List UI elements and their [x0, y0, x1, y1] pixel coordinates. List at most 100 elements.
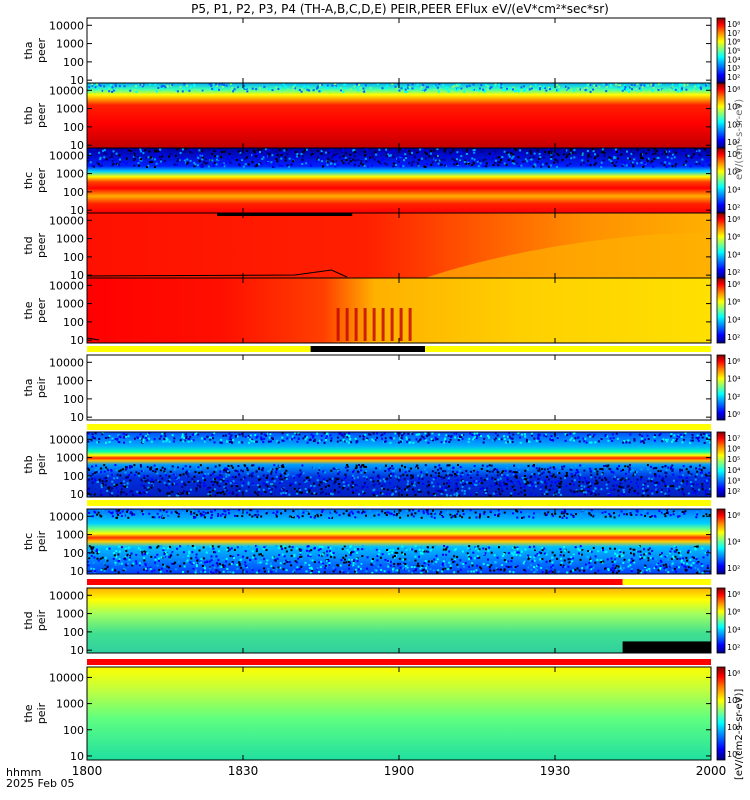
speckle — [634, 163, 637, 166]
speckle — [674, 165, 677, 168]
speckle — [183, 83, 186, 86]
speckle — [142, 439, 145, 441]
speckle — [557, 89, 560, 92]
speckle — [643, 556, 646, 559]
speckle — [514, 149, 517, 152]
speckle — [121, 546, 123, 549]
speckle — [210, 555, 213, 558]
speckle — [588, 433, 591, 436]
speckle — [125, 466, 128, 469]
speckle — [348, 432, 351, 435]
speckle — [307, 545, 310, 548]
speckle — [389, 482, 391, 485]
speckle — [555, 160, 558, 163]
speckle — [466, 149, 469, 152]
speckle — [238, 564, 241, 567]
speckle — [448, 441, 451, 443]
speckle — [440, 492, 443, 495]
speckle — [456, 88, 459, 91]
speckle — [96, 552, 99, 555]
speckle — [230, 464, 233, 467]
speckle — [165, 437, 168, 440]
speckle — [541, 558, 544, 560]
speckle — [392, 514, 395, 516]
speckle — [334, 165, 337, 168]
speckle — [493, 562, 496, 564]
speckle — [357, 159, 360, 161]
speckle — [209, 550, 212, 553]
speckle — [416, 564, 419, 567]
speckle — [621, 551, 624, 554]
speckle — [662, 511, 665, 514]
speckle — [520, 164, 523, 167]
speckle — [218, 83, 221, 86]
speckle — [123, 483, 126, 486]
speckle — [225, 557, 228, 560]
speckle — [659, 567, 662, 569]
speckle — [651, 160, 654, 163]
speckle — [669, 152, 671, 155]
speckle — [563, 515, 566, 517]
speckle — [208, 157, 211, 160]
speckle — [593, 433, 596, 436]
speckle — [202, 477, 204, 480]
speckle — [525, 440, 528, 443]
speckle — [340, 148, 343, 151]
speckle — [350, 441, 353, 444]
speckle — [154, 468, 157, 471]
speckle — [227, 509, 230, 512]
speckle — [594, 153, 596, 156]
speckle — [169, 153, 172, 156]
speckle — [109, 155, 111, 158]
speckle — [633, 438, 636, 441]
speckle — [657, 83, 660, 86]
speckle — [701, 474, 704, 477]
speckle — [498, 513, 501, 515]
speckle — [556, 89, 558, 92]
speckle — [617, 478, 620, 481]
speckle — [314, 515, 317, 518]
speckle — [580, 88, 583, 91]
speckle — [214, 155, 217, 158]
speckle — [417, 564, 420, 567]
speckle — [682, 152, 684, 155]
speckle — [387, 468, 390, 470]
speckle — [299, 473, 302, 476]
speckle — [183, 87, 186, 89]
speckle — [624, 161, 627, 164]
speckle — [257, 148, 260, 151]
speckle — [396, 513, 398, 515]
speckle — [401, 489, 404, 492]
speckle — [321, 553, 324, 556]
speckle — [116, 162, 118, 165]
speckle — [97, 470, 100, 473]
speckle — [251, 464, 254, 467]
speckle — [133, 513, 136, 516]
speckle — [685, 468, 688, 471]
speckle — [642, 150, 645, 153]
y-tick-label: 1000 — [56, 452, 84, 465]
speckle — [324, 485, 327, 488]
speckle — [159, 149, 162, 152]
speckle — [352, 474, 355, 477]
speckle — [586, 487, 589, 490]
speckle — [218, 491, 221, 494]
speckle — [408, 509, 411, 512]
speckle — [282, 494, 285, 496]
speckle — [622, 489, 625, 491]
speckle — [439, 152, 442, 155]
speckle — [210, 559, 213, 562]
speckle — [507, 560, 510, 563]
speckle — [570, 437, 573, 440]
speckle — [657, 88, 660, 91]
speckle — [158, 559, 160, 562]
speckle — [388, 154, 391, 157]
speckle — [111, 473, 113, 476]
speckle — [572, 492, 575, 495]
speckle — [473, 158, 476, 161]
speckle — [93, 165, 95, 168]
speckle — [673, 511, 676, 514]
speckle — [566, 513, 569, 515]
speckle — [641, 512, 644, 515]
speckle — [441, 477, 444, 480]
